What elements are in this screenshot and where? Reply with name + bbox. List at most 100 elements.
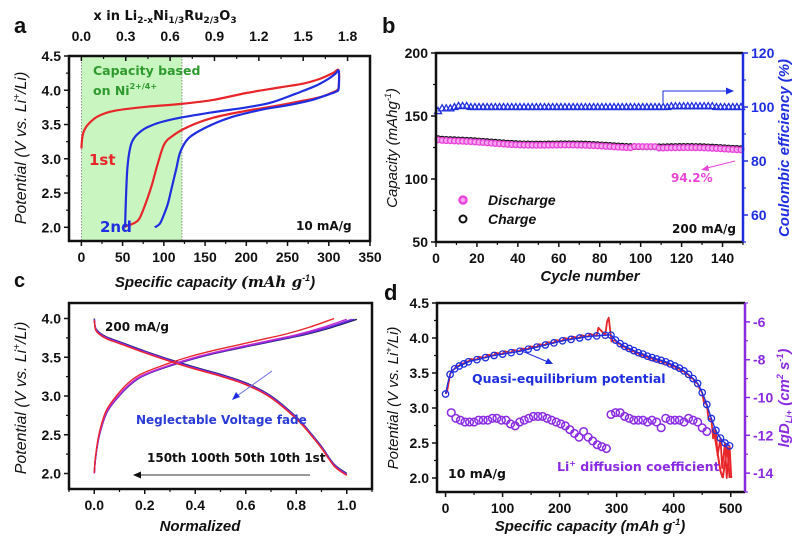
- qe-point: [716, 434, 725, 442]
- y-ticks-d: 2.0 2.5 3.0 3.5 4.0 4.5: [410, 295, 437, 486]
- diffusion-point: [670, 415, 680, 425]
- diffusion-point: [515, 417, 525, 427]
- qe-point: [584, 332, 592, 341]
- qe-point: [684, 370, 693, 379]
- plot-frame-a: [67, 54, 372, 243]
- diffusion-point: [688, 415, 698, 425]
- x-d-tick-label: 100: [491, 500, 515, 516]
- diffusion-point: [683, 413, 694, 423]
- diffusion-point: [647, 415, 657, 425]
- y-c-tick-label: 2.5: [42, 427, 62, 443]
- qe-point: [652, 355, 661, 363]
- diffusion-point: [665, 415, 675, 425]
- qe-point: [702, 400, 711, 409]
- fade-label: Neglectable Voltage fade: [136, 413, 307, 427]
- qe-point: [712, 426, 720, 435]
- y-axis-title-b: Capacity (mAhg-1): [383, 88, 401, 208]
- qe-point: [620, 342, 629, 351]
- qe-point: [648, 353, 656, 362]
- y-c-tick-label: 4.0: [42, 311, 62, 327]
- diffusion-point: [674, 415, 684, 425]
- diffusion-point: [629, 415, 639, 425]
- diffusion-point: [592, 440, 602, 450]
- x-ticks-c: 0.0 0.2 0.4 0.6 0.8 1.0: [68, 489, 373, 513]
- diffusion-point: [455, 415, 465, 425]
- diffusion-point: [528, 411, 538, 421]
- x-b-tick-label: 80: [592, 250, 608, 266]
- diffusion-point: [601, 443, 611, 454]
- qe-point: [661, 357, 670, 366]
- diffusion-point: [460, 417, 470, 427]
- qe-point: [670, 362, 679, 370]
- x-a-tick-label: 250: [276, 249, 300, 265]
- panel-a: a 0 50 100 150 200 250 300 350 2.0 2.5 3.0 3.5 4.0 4…: [12, 9, 382, 291]
- qe-point: [507, 348, 515, 357]
- qe-point: [601, 331, 610, 340]
- y2-d-tick-label: -10: [753, 390, 773, 406]
- y2-ticks-d: -14 -12 -10 -8 -6: [745, 302, 773, 493]
- qe-point: [532, 343, 541, 351]
- legend-label-charge: Charge: [488, 211, 536, 227]
- x-c-tick-label: 0.6: [236, 497, 256, 513]
- diffusion-point: [606, 409, 616, 420]
- charge-curve-1st: [93, 317, 335, 473]
- diffusion-point: [487, 413, 497, 423]
- qe-point: [441, 390, 450, 398]
- x-a-tick-label: 50: [115, 249, 131, 265]
- y2-d-tick-label: -14: [753, 465, 773, 481]
- y2-d-tick-label: -6: [753, 314, 766, 330]
- diffusion-point: [478, 415, 488, 425]
- x-d-tick-label: 200: [548, 500, 572, 516]
- top-tick-label: 1.8: [338, 28, 358, 44]
- qe-point: [689, 374, 697, 383]
- panel-letter-b: b: [382, 13, 395, 38]
- y-a-tick-label: 2.0: [42, 219, 62, 235]
- y-b-tick-label: 100: [405, 171, 429, 187]
- x-ticks-b: 0 20 40 60 80 100 120 140: [432, 242, 744, 266]
- x-a-tick-label: 150: [193, 249, 217, 265]
- panel-b: b 0 20 40 60 80 100 120 140 50 100 150 200 60 80 100…: [382, 13, 793, 285]
- rate-label-c: 200 mA/g: [105, 320, 169, 334]
- qe-point: [446, 370, 454, 379]
- qe-point: [524, 345, 533, 354]
- qe-point: [666, 360, 675, 368]
- diffusion-point: [506, 419, 516, 429]
- x-d-tick-label: 500: [719, 500, 743, 516]
- qe-point: [490, 351, 498, 360]
- qe-point: [481, 353, 490, 362]
- y-d-tick-label: 2.0: [410, 470, 430, 486]
- diffusion-point: [537, 411, 548, 421]
- diffusion-label: Li+ diffusion coefficient: [557, 459, 720, 474]
- diffusion-point: [547, 415, 557, 425]
- y-ticks-c: 2.0 2.5 3.0 3.5 4.0: [42, 311, 69, 482]
- diffusion-point: [661, 413, 671, 423]
- qe-point: [707, 414, 716, 423]
- x-axis-title-c: Normalized: [160, 518, 242, 535]
- x-a-tick-label: 300: [317, 249, 341, 265]
- arrow-ce-right-axis: [662, 87, 734, 103]
- y2-axis-title-b: Coulombic efficiency (%): [776, 59, 793, 237]
- series-group-b: [433, 101, 746, 154]
- diffusion-point: [574, 432, 584, 442]
- x-b-tick-label: 100: [629, 250, 653, 266]
- x-b-tick-label: 60: [551, 250, 567, 266]
- diffusion-point: [496, 415, 507, 425]
- y-c-tick-label: 3.5: [42, 349, 62, 365]
- diffusion-point: [642, 417, 653, 427]
- diffusion-point: [446, 408, 456, 418]
- y-d-tick-label: 4.0: [410, 330, 430, 346]
- y2-b-tick-label: 60: [751, 207, 767, 223]
- top-tick-label: 1.2: [249, 28, 269, 44]
- y-axis-title-a: Potential (V vs. Li+/Li): [12, 72, 30, 225]
- top-tick-label: 0.9: [205, 28, 225, 44]
- qe-point: [725, 441, 734, 450]
- qe-point: [639, 350, 647, 358]
- x-c-tick-label: 0.0: [85, 497, 105, 513]
- qe-point: [567, 335, 575, 344]
- x-b-tick-label: 0: [432, 250, 440, 266]
- rate-label-a: 10 mA/g: [296, 219, 352, 233]
- ce-point: [462, 101, 472, 110]
- y-b-tick-label: 50: [412, 234, 428, 250]
- diffusion-point: [492, 413, 502, 423]
